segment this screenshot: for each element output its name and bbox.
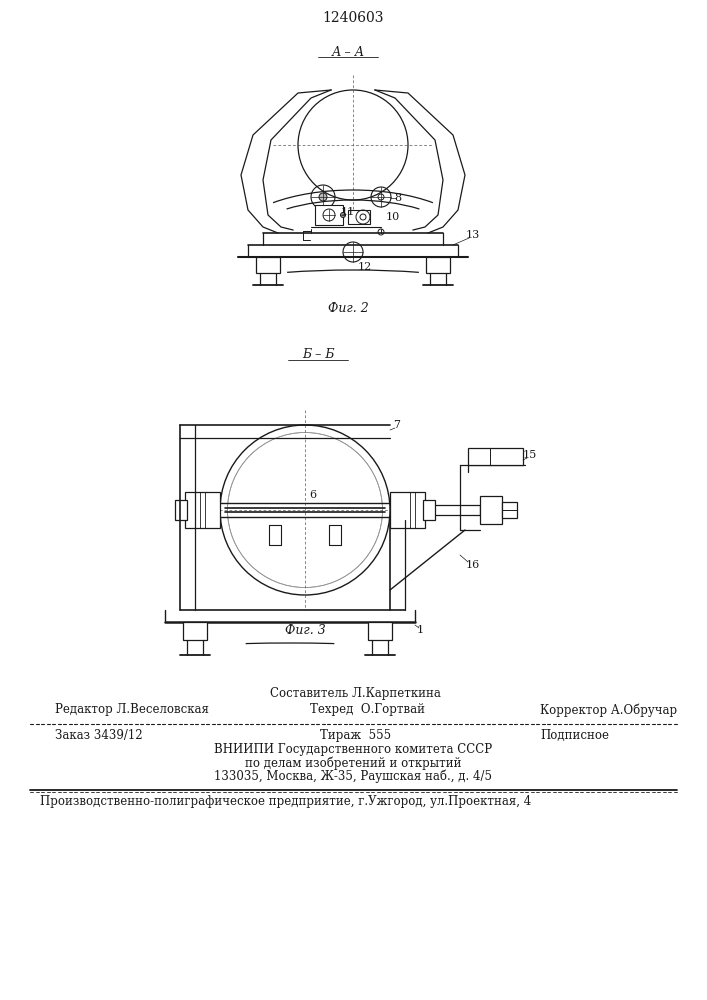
Bar <box>368 622 392 640</box>
Text: 133035, Москва, Ж-35, Раушская наб., д. 4/5: 133035, Москва, Ж-35, Раушская наб., д. … <box>214 769 492 783</box>
Text: Корректор А.Обручар: Корректор А.Обручар <box>540 703 677 717</box>
Text: Производственно-полиграфическое предприятие, г.Ужгород, ул.Проектная, 4: Производственно-полиграфическое предприя… <box>40 796 531 808</box>
Bar <box>468 448 523 465</box>
Bar <box>423 500 435 520</box>
Text: 1: 1 <box>416 625 423 635</box>
Text: 1240603: 1240603 <box>322 11 384 25</box>
Text: Фиг. 3: Фиг. 3 <box>285 624 325 637</box>
Text: Подписное: Подписное <box>540 728 609 742</box>
Text: 10: 10 <box>386 212 400 222</box>
Bar <box>183 622 207 640</box>
Text: Тираж  555: Тираж 555 <box>320 728 391 742</box>
Text: Фиг. 2: Фиг. 2 <box>327 302 368 314</box>
Circle shape <box>319 193 327 201</box>
Bar <box>348 210 370 224</box>
Bar <box>315 205 343 225</box>
Bar <box>426 257 450 273</box>
Text: по делам изобретений и открытий: по делам изобретений и открытий <box>245 756 461 770</box>
Text: Редактор Л.Веселовская: Редактор Л.Веселовская <box>55 704 209 716</box>
Bar <box>185 492 220 528</box>
Text: 13: 13 <box>466 230 480 240</box>
Text: Заказ 3439/12: Заказ 3439/12 <box>55 728 143 742</box>
Text: 12: 12 <box>358 262 372 272</box>
Text: 8: 8 <box>395 193 402 203</box>
Text: ВНИИПИ Государственного комитета СССР: ВНИИПИ Государственного комитета СССР <box>214 744 492 756</box>
Bar <box>175 500 187 520</box>
Text: 15: 15 <box>523 450 537 460</box>
Text: Техред  О.Гортвай: Техред О.Гортвай <box>310 704 425 716</box>
Bar <box>502 502 517 518</box>
Text: Б – Б: Б – Б <box>302 349 334 361</box>
Text: Составитель Л.Карпеткина: Составитель Л.Карпеткина <box>269 686 440 700</box>
Text: А – А: А – А <box>332 45 365 58</box>
Bar <box>390 492 425 528</box>
Text: 16: 16 <box>466 560 480 570</box>
Text: 7: 7 <box>394 420 400 430</box>
Bar <box>256 257 280 273</box>
Text: 6: 6 <box>310 490 317 500</box>
Circle shape <box>341 213 346 218</box>
Bar <box>480 496 502 524</box>
Text: 11: 11 <box>341 207 355 217</box>
